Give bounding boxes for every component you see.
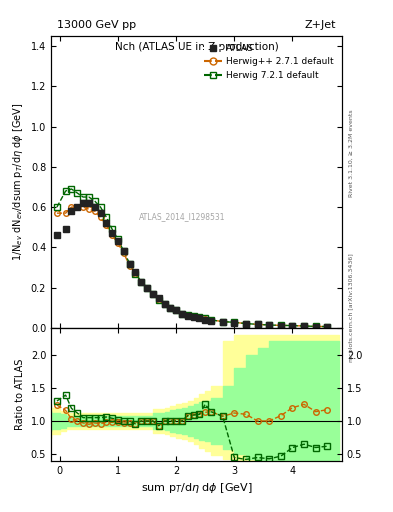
Text: mcplots.cern.ch [arXiv:1306.3436]: mcplots.cern.ch [arXiv:1306.3436] xyxy=(349,253,354,361)
Text: Nch (ATLAS UE in Z production): Nch (ATLAS UE in Z production) xyxy=(115,41,278,52)
Legend: ATLAS, Herwig++ 2.7.1 default, Herwig 7.2.1 default: ATLAS, Herwig++ 2.7.1 default, Herwig 7.… xyxy=(200,40,338,83)
Text: Rivet 3.1.10, ≥ 3.2M events: Rivet 3.1.10, ≥ 3.2M events xyxy=(349,110,354,198)
Text: Z+Jet: Z+Jet xyxy=(305,20,336,30)
Y-axis label: Ratio to ATLAS: Ratio to ATLAS xyxy=(15,359,25,430)
Y-axis label: 1/N$_{ev}$ dN$_{ev}$/dsum p$_T$/d$\eta$ d$\phi$ [GeV]: 1/N$_{ev}$ dN$_{ev}$/dsum p$_T$/d$\eta$ … xyxy=(11,103,25,261)
X-axis label: sum p$_T$/d$\eta$ d$\phi$ [GeV]: sum p$_T$/d$\eta$ d$\phi$ [GeV] xyxy=(141,481,252,495)
Text: ATLAS_2014_I1298531: ATLAS_2014_I1298531 xyxy=(139,212,225,222)
Text: 13000 GeV pp: 13000 GeV pp xyxy=(57,20,136,30)
